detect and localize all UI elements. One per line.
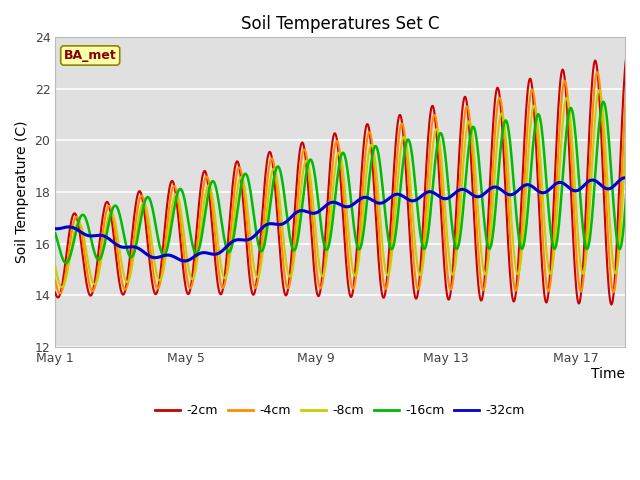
Title: Soil Temperatures Set C: Soil Temperatures Set C bbox=[241, 15, 440, 33]
X-axis label: Time: Time bbox=[591, 367, 625, 381]
Legend: -2cm, -4cm, -8cm, -16cm, -32cm: -2cm, -4cm, -8cm, -16cm, -32cm bbox=[150, 399, 530, 422]
Text: BA_met: BA_met bbox=[64, 49, 116, 62]
Y-axis label: Soil Temperature (C): Soil Temperature (C) bbox=[15, 121, 29, 263]
